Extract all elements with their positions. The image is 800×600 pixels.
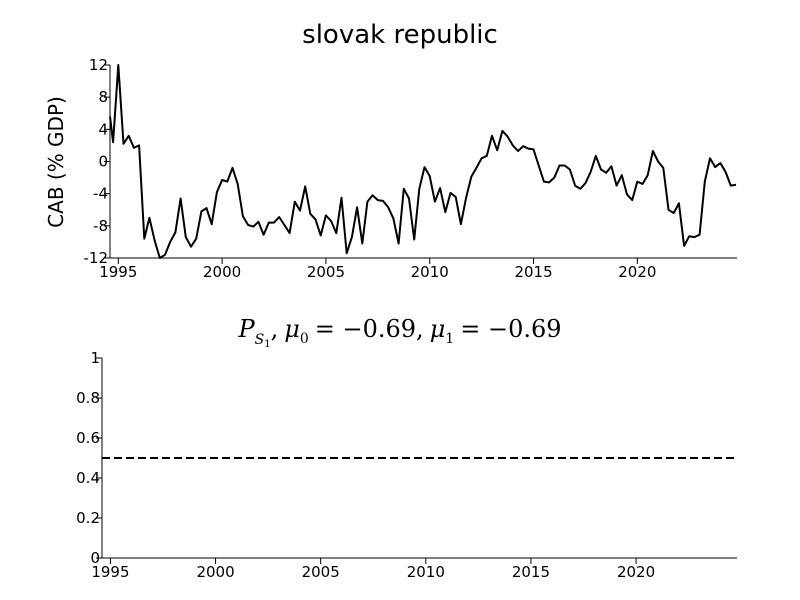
bottom-chart-xtick-label: 2015 <box>512 563 550 581</box>
top-chart-axes <box>109 65 737 259</box>
bottom-chart-ytick-label: 0.2 <box>76 509 100 527</box>
top-chart-ytick-label: 8 <box>98 88 108 106</box>
top-chart-xtick-label: 1995 <box>99 263 137 281</box>
top-chart-ylabel: CAB (% GDP) <box>44 96 68 228</box>
top-chart-xtick-label: 2010 <box>411 263 449 281</box>
bottom-chart-ytick-label: 0.8 <box>76 389 100 407</box>
top-chart-xtick-label: 2020 <box>618 263 656 281</box>
bottom-chart-ytick-label: 0.6 <box>76 429 100 447</box>
top-chart-xtick-label: 2015 <box>514 263 552 281</box>
top-chart-ytick-label: 0 <box>98 153 108 171</box>
top-chart-ytick-label: -12 <box>84 249 109 267</box>
top-chart-title: slovak republic <box>302 20 498 50</box>
bottom-chart-ytick-label: 0.4 <box>76 469 100 487</box>
top-chart-ytick-label: 12 <box>89 56 108 74</box>
bottom-chart-xtick-label: 2005 <box>302 563 340 581</box>
top-chart-xtick-label: 2005 <box>307 263 345 281</box>
bottom-chart-title: PS1, μ0 = −0.69, μ1 = −0.69 <box>237 315 561 350</box>
cab-series-line <box>109 64 737 259</box>
bottom-chart-xtick-label: 2020 <box>617 563 655 581</box>
top-chart-ytick-label: 4 <box>98 120 108 138</box>
bottom-chart-ytick-label: 1 <box>90 349 100 367</box>
top-chart-xtick-label: 2000 <box>203 263 241 281</box>
bottom-chart-xtick-label: 1995 <box>91 563 129 581</box>
top-chart-ytick-label: -8 <box>93 217 108 235</box>
top-chart-ytick-label: -4 <box>93 185 108 203</box>
bottom-chart-ytick-label: 0 <box>90 549 100 567</box>
bottom-chart-xtick-label: 2010 <box>407 563 445 581</box>
bottom-chart-xtick-label: 2000 <box>196 563 234 581</box>
